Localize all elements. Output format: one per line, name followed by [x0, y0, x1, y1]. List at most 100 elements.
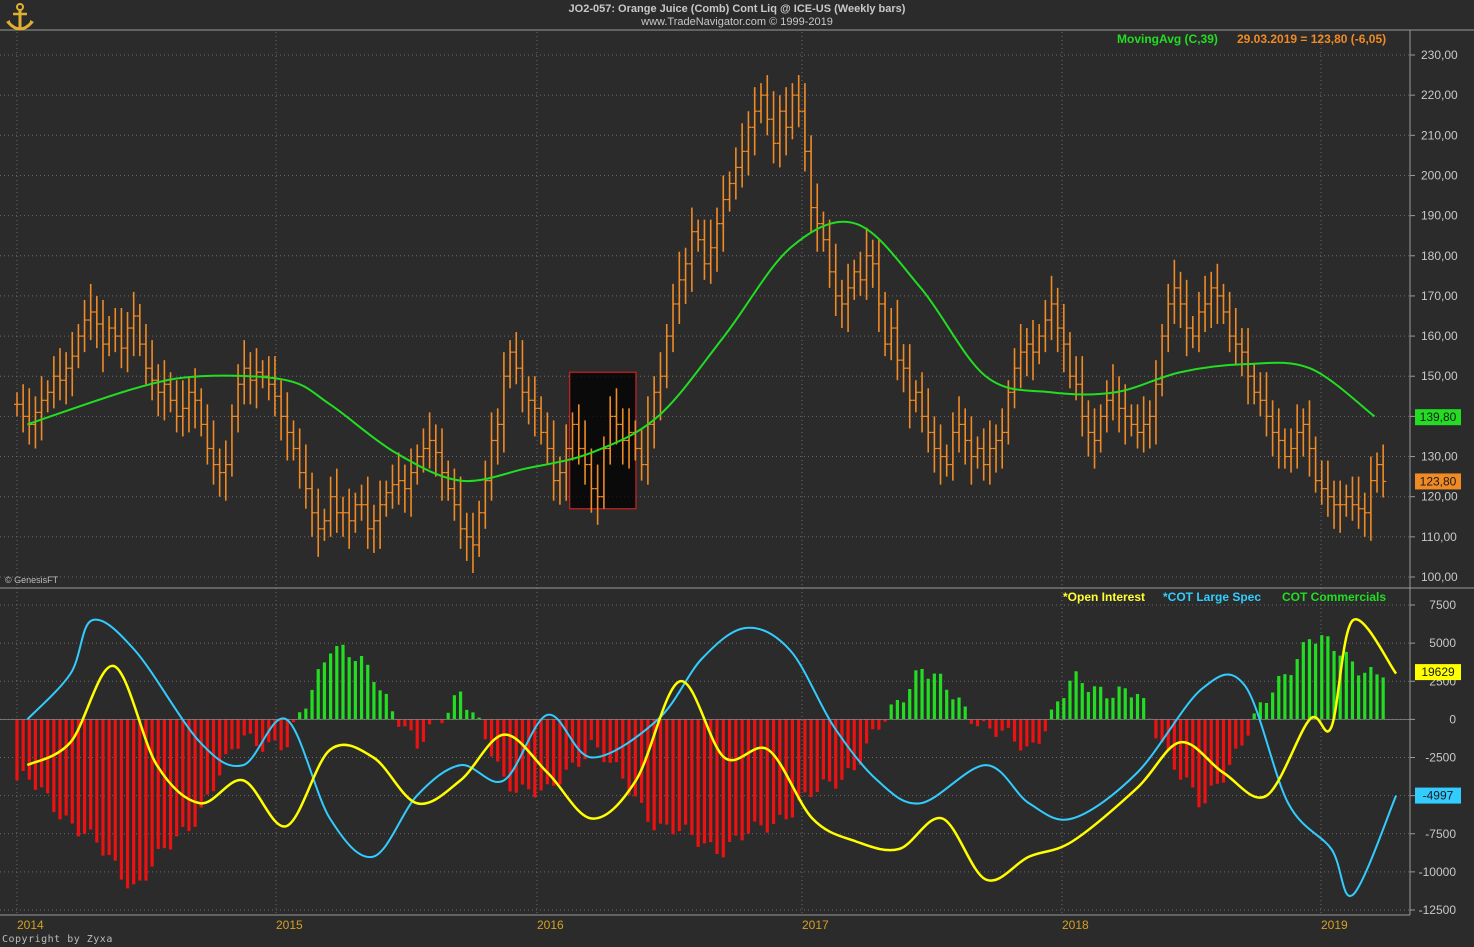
commercials-bar — [58, 719, 62, 820]
commercials-bar — [608, 719, 612, 763]
commercials-bar — [1099, 686, 1103, 720]
commercials-bar — [397, 719, 401, 727]
commercials-bar — [633, 719, 637, 797]
commercials-bar — [27, 719, 31, 780]
commercials-bar — [107, 719, 111, 856]
commercials-bar — [702, 719, 707, 844]
commercials-bar — [1301, 642, 1305, 720]
commercials-bar — [218, 719, 222, 776]
commercials-bar — [119, 719, 123, 880]
price-tick-label: 180,00 — [1421, 249, 1458, 263]
commercials-bar — [298, 712, 302, 720]
commercials-bar — [1252, 713, 1256, 720]
commercials-bar — [1185, 719, 1189, 778]
indicator-tick-label: -10000 — [1419, 865, 1457, 879]
commercials-bar — [1068, 680, 1072, 720]
commercials-bar — [558, 719, 562, 785]
commercials-bar — [279, 719, 283, 751]
commercials-bar — [840, 719, 844, 780]
commercials-bar — [771, 719, 776, 824]
year-label: 2019 — [1321, 918, 1348, 932]
commercials-bar — [1006, 719, 1010, 728]
commercials-bar — [1271, 692, 1275, 720]
commercials-bar — [285, 719, 289, 748]
commercials-bar — [821, 719, 826, 780]
commercials-bar — [483, 719, 487, 740]
commercials-bar — [477, 717, 481, 720]
commercials-bar — [889, 704, 893, 720]
commercials-bar — [1000, 719, 1004, 731]
commercials-bar — [1350, 661, 1355, 720]
commercials-bar — [753, 719, 757, 822]
commercials-bar — [734, 719, 738, 836]
commercials-bar — [347, 657, 351, 720]
commercials-bar — [1191, 719, 1195, 788]
commercials-bar — [864, 719, 869, 744]
price-tick-label: 200,00 — [1421, 168, 1458, 182]
spec-last-tag-bg — [1415, 787, 1461, 804]
commercials-bar — [871, 719, 875, 730]
indicator-tick-label: 0 — [1449, 712, 1456, 726]
indicator-tick-label: 7500 — [1429, 598, 1456, 612]
commercials-bar — [951, 699, 955, 720]
commercials-bar — [33, 719, 38, 790]
commercials-bar — [1129, 697, 1133, 720]
commercials-bar — [82, 719, 87, 834]
commercials-bar — [809, 719, 813, 798]
chart-title: JO2-057: Orange Juice (Comb) Cont Liq @ … — [568, 3, 906, 15]
commercials-bar — [627, 719, 631, 795]
commercials-bar — [46, 719, 50, 794]
commercials-bar — [502, 719, 506, 777]
commercials-bar — [858, 719, 862, 765]
commercials-bar — [181, 719, 185, 827]
commercials-bar — [1295, 659, 1299, 720]
year-label: 2017 — [802, 918, 829, 932]
commercials-bar — [602, 719, 606, 763]
commercials-bar — [690, 719, 694, 835]
commercials-bar — [458, 691, 463, 720]
commercials-bar — [316, 669, 320, 720]
copyright-text: Copyright by Zyxa — [2, 934, 113, 945]
commercials-bar — [1258, 702, 1262, 720]
commercials-bar — [95, 719, 99, 843]
commercials-bar — [658, 719, 663, 824]
commercials-bar — [440, 719, 444, 724]
commercials-bar — [193, 719, 197, 827]
commercials-bar — [883, 719, 887, 722]
indicator-tick-label: -2500 — [1425, 751, 1456, 765]
commercials-bar — [901, 702, 906, 720]
commercials-bar — [1320, 635, 1324, 720]
commercials-bar — [577, 719, 581, 767]
commercials-bar — [932, 673, 936, 720]
commercials-bar — [982, 719, 986, 722]
commercials-bar — [465, 709, 469, 720]
price-last-tag-bg — [1415, 473, 1461, 490]
commercials-bar — [514, 719, 518, 793]
commercials-bar — [683, 719, 688, 825]
commercials-bar — [236, 719, 240, 749]
commercials-bar — [322, 662, 327, 720]
commercials-bar — [1111, 697, 1115, 720]
commercials-bar — [665, 719, 669, 825]
commercials-bar — [827, 719, 832, 782]
indicator-tick-label: -7500 — [1425, 827, 1456, 841]
commercials-bar — [994, 719, 998, 737]
year-label: 2018 — [1062, 918, 1089, 932]
oi-last-tag: 19629 — [1421, 665, 1455, 679]
open-interest-path — [26, 618, 1398, 882]
commercials-bar — [359, 655, 364, 720]
price-tick-label: 100,00 — [1421, 570, 1458, 584]
large-spec-line — [26, 618, 1398, 898]
commercials-bar — [640, 719, 644, 803]
commercials-bar — [1283, 674, 1287, 720]
commercials-bar — [746, 719, 751, 834]
commercials-bar — [89, 719, 93, 830]
commercials-bar — [727, 719, 732, 842]
commercials-bar — [765, 719, 769, 833]
commercials-bar — [76, 719, 81, 837]
commercials-bar — [125, 719, 130, 889]
commercials-bar — [1025, 719, 1029, 747]
commercials-bar — [539, 719, 543, 791]
commercials-bar — [372, 682, 376, 720]
